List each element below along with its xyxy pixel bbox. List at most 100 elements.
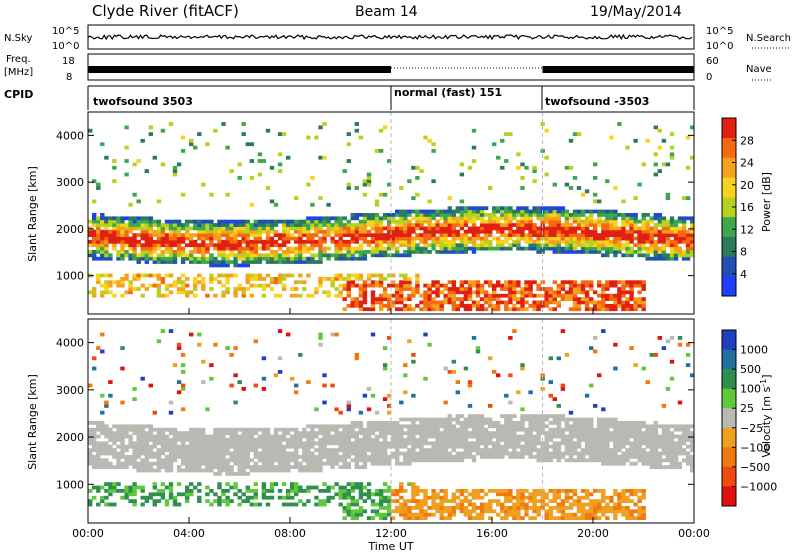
power-cell (136, 260, 141, 264)
velocity-cell (176, 390, 182, 395)
velocity-cell (124, 448, 129, 452)
power-cell (387, 297, 392, 301)
power-cell (310, 256, 315, 261)
power-cell (423, 135, 428, 140)
power-cell (512, 303, 517, 308)
velocity-cell (213, 434, 218, 439)
velocity-cell (290, 458, 295, 463)
power-cell (290, 226, 295, 231)
velocity-cell (467, 444, 473, 449)
power-cell (249, 239, 254, 244)
velocity-cell (580, 509, 586, 514)
velocity-cell (403, 502, 408, 507)
power-cell (653, 233, 658, 237)
power-cell (403, 283, 408, 288)
power-cell (92, 216, 97, 221)
power-cell (629, 287, 634, 291)
velocity-cell (447, 438, 452, 442)
power-cell (415, 192, 420, 197)
velocity-cell (471, 427, 477, 432)
power-cell (471, 280, 477, 285)
velocity-cell (180, 434, 186, 439)
velocity-cell (233, 427, 238, 432)
velocity-cell (108, 485, 113, 490)
velocity-cell (354, 451, 359, 456)
power-cell (496, 236, 501, 241)
power-cell (508, 226, 513, 231)
power-cell (617, 293, 622, 298)
power-cell (500, 138, 505, 143)
velocity-cell (467, 455, 473, 459)
power-cell (463, 293, 469, 298)
velocity-cell (354, 461, 359, 466)
power-cell (209, 192, 214, 197)
velocity-cell (479, 489, 485, 493)
power-cell (395, 307, 400, 312)
power-cell (120, 219, 125, 224)
velocity-cell (197, 431, 202, 435)
velocity-cell (205, 458, 210, 463)
power-cell (140, 283, 145, 288)
power-cell (556, 229, 561, 234)
power-cell (613, 303, 618, 308)
power-cell (605, 216, 610, 221)
velocity-cell (584, 458, 590, 463)
velocity-cell (330, 451, 335, 456)
power-cell (160, 236, 166, 241)
velocity-cell (536, 506, 541, 510)
velocity-cell (435, 417, 440, 422)
velocity-cell (399, 512, 404, 517)
velocity-cell (366, 516, 372, 520)
power-cell (403, 219, 408, 224)
power-cell (407, 233, 412, 237)
velocity-cell (593, 512, 598, 517)
power-cell (233, 233, 238, 237)
power-cell (225, 229, 230, 234)
velocity-cell (528, 441, 533, 446)
velocity-cell (112, 455, 117, 459)
velocity-cell (100, 458, 105, 463)
velocity-cell (471, 506, 477, 510)
power-cell (136, 216, 141, 221)
velocity-cell (488, 506, 493, 510)
velocity-cell (322, 427, 327, 432)
velocity-cell (512, 427, 517, 432)
velocity-cell (403, 499, 408, 503)
power-cell (112, 179, 117, 184)
velocity-cell (593, 444, 598, 449)
velocity-cell (613, 516, 618, 520)
power-cell (617, 297, 622, 301)
power-cell (665, 196, 671, 200)
velocity-cell (88, 458, 93, 463)
velocity-cell (249, 495, 254, 500)
velocity-cell (201, 458, 206, 463)
power-cell (613, 239, 618, 244)
power-cell (633, 196, 638, 200)
velocity-cell (512, 509, 517, 514)
velocity-cell (423, 502, 428, 507)
power-cell (673, 246, 679, 251)
velocity-cell (185, 458, 190, 463)
velocity-cell (273, 482, 279, 486)
power-cell (124, 236, 129, 241)
power-cell (261, 219, 267, 224)
power-cell (544, 236, 549, 241)
power-cell (176, 219, 182, 224)
velocity-cell (403, 390, 408, 395)
velocity-cell (322, 383, 327, 388)
power-cell (326, 202, 331, 207)
velocity-cell (233, 492, 238, 497)
power-cell (245, 256, 250, 261)
velocity-cell (540, 455, 545, 459)
velocity-cell (427, 512, 432, 517)
power-cell (370, 300, 376, 305)
power-cell (217, 246, 222, 251)
velocity-cell (395, 434, 400, 439)
velocity-cell (512, 421, 517, 425)
power-cell (657, 213, 662, 217)
velocity-cell (241, 461, 246, 466)
power-cell (520, 206, 525, 211)
power-cell (629, 226, 634, 231)
power-cell (512, 307, 517, 312)
velocity-cell (273, 427, 279, 432)
